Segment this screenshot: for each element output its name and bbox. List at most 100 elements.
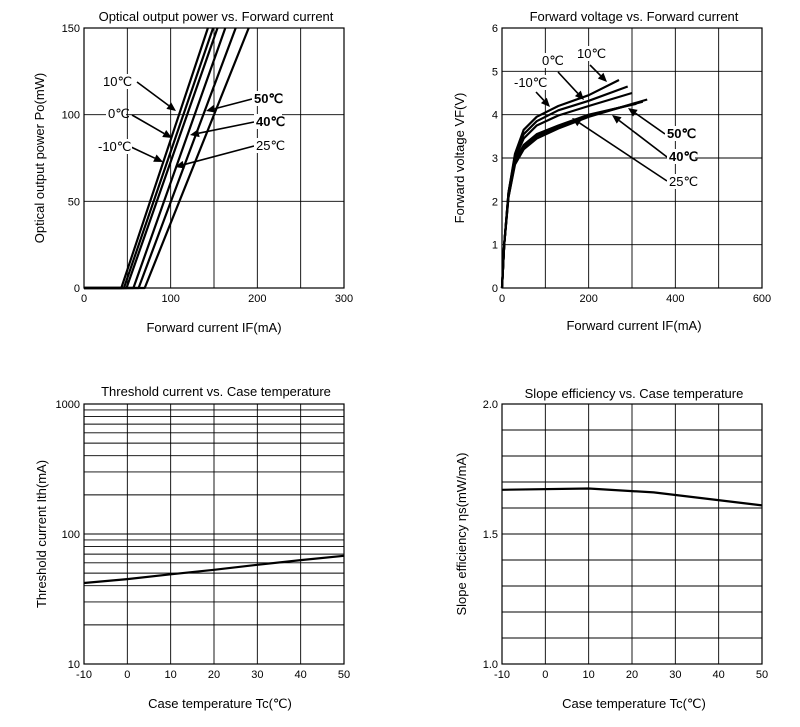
series-line [501,487,763,507]
annotation-bg [96,139,132,154]
y-tick-label: 1 [492,240,498,252]
annotation-leader [214,98,253,110]
x-axis-label: Case temperature Tc(℃) [562,696,706,711]
x-tick-label: 40 [295,669,307,681]
annotation-bg [254,138,282,153]
series-group [501,487,763,507]
annotation-bg [540,53,560,68]
temperature-annotation: -10℃ [514,75,547,90]
y-tick-label: 6 [492,23,498,35]
annotation-bg [667,149,695,164]
temperature-annotation: 50℃ [667,126,696,141]
series-line [84,27,215,290]
x-tick-label: 0 [81,293,87,305]
annotation-bg [575,46,603,61]
x-tick-label: -10 [76,669,92,681]
chart-forward-voltage: Forward voltage vs. Forward current 0 200… [452,9,771,333]
chart-title: Optical output power vs. Forward current [99,9,334,24]
annotation-bg [101,74,129,89]
y-tick-label: 10 [68,659,80,671]
annotation-bg [254,114,282,129]
y-tick-label: 5 [492,66,498,78]
annotation-leader [131,114,165,135]
x-axis-label: Case temperature Tc(℃) [148,696,292,711]
temperature-annotation: 40℃ [669,149,698,164]
annotation-arrowhead [190,129,200,138]
annotation-group: 0℃ 10℃ -10℃ 50℃ 40℃ 25℃ [512,46,698,189]
temperature-annotation: 10℃ [577,46,606,61]
annotation-leader [557,71,579,94]
series-group [84,27,250,290]
y-tick-label: 1.5 [483,529,498,541]
plot-frame [501,27,763,289]
x-tick-label: 10 [165,669,177,681]
annotation-arrowhead [597,72,607,82]
y-tick-label: 100 [62,110,80,122]
y-tick-label: 2.0 [483,399,498,411]
x-tick-label: 600 [753,293,771,305]
x-tick-label: -10 [494,669,510,681]
x-tick-label: 200 [579,293,597,305]
y-tick-label: 50 [68,196,80,208]
temperature-annotation: 25℃ [256,138,285,153]
y-axis-label: Threshold current Ith(mA) [34,460,49,608]
x-tick-label: 30 [669,669,681,681]
y-tick-label: 0 [74,283,80,295]
y-tick-label: 150 [62,23,80,35]
annotation-bg [512,75,548,90]
x-tick-label: 10 [583,669,595,681]
series-group [500,79,648,289]
annotation-leader [130,146,156,159]
y-axis-label: Optical output power Po(mW) [32,73,47,244]
annotation-bg [665,126,693,141]
x-tick-label: 50 [756,669,768,681]
plot-frame [83,403,345,665]
tick-labels: 0 200 400 600 0 1 2 3 4 5 6 [492,23,771,305]
plot-grid [83,27,345,289]
temperature-annotation: 25℃ [669,174,698,189]
x-tick-label: 40 [713,669,725,681]
annotation-leader [136,81,170,107]
temperature-annotation: 0℃ [542,53,564,68]
tick-labels: 0 100 200 300 0 50 100 150 [62,23,354,305]
plot-grid [501,403,763,665]
chart-optical-output: Optical output power vs. Forward current… [32,9,353,335]
series-line [84,27,250,290]
annotation-leader [589,64,602,77]
y-axis-label: Forward voltage VF(V) [452,93,467,224]
y-tick-label: 1000 [56,399,80,411]
chart-title: Forward voltage vs. Forward current [530,9,739,24]
x-tick-label: 0 [542,669,548,681]
x-tick-label: 20 [208,669,220,681]
x-tick-label: 100 [161,293,179,305]
chart-threshold-current: Threshold current vs. Case temperature -… [34,384,350,711]
y-tick-label: 2 [492,196,498,208]
annotation-arrowhead [628,108,638,117]
temperature-annotation: 0℃ [108,106,130,121]
x-axis-label: Forward current IF(mA) [146,320,281,335]
chart-title: Slope efficiency vs. Case temperature [525,386,744,401]
annotation-leader [634,112,666,135]
annotation-arrowhead [166,102,176,111]
temperature-annotation: 50℃ [254,91,283,106]
series-group [83,554,345,585]
plot-frame [83,27,345,289]
annotation-arrowhead [572,118,582,127]
plot-grid [83,403,345,665]
x-tick-label: 300 [335,293,353,305]
tick-labels: -10 0 10 20 30 40 50 1.0 1.5 2.0 [483,399,768,681]
annotation-bg [252,91,280,106]
x-tick-label: 30 [251,669,263,681]
temperature-annotation: 40℃ [256,114,285,129]
annotation-bg [667,174,695,189]
chart-title: Threshold current vs. Case temperature [101,384,331,399]
annotation-leader [183,145,255,166]
series-line [500,98,648,289]
x-tick-label: 400 [666,293,684,305]
y-tick-label: 0 [492,283,498,295]
annotation-arrowhead [540,97,550,107]
x-axis-label: Forward current IF(mA) [566,318,701,333]
temperature-annotation: -10℃ [98,139,131,154]
plot-frame [501,403,763,665]
